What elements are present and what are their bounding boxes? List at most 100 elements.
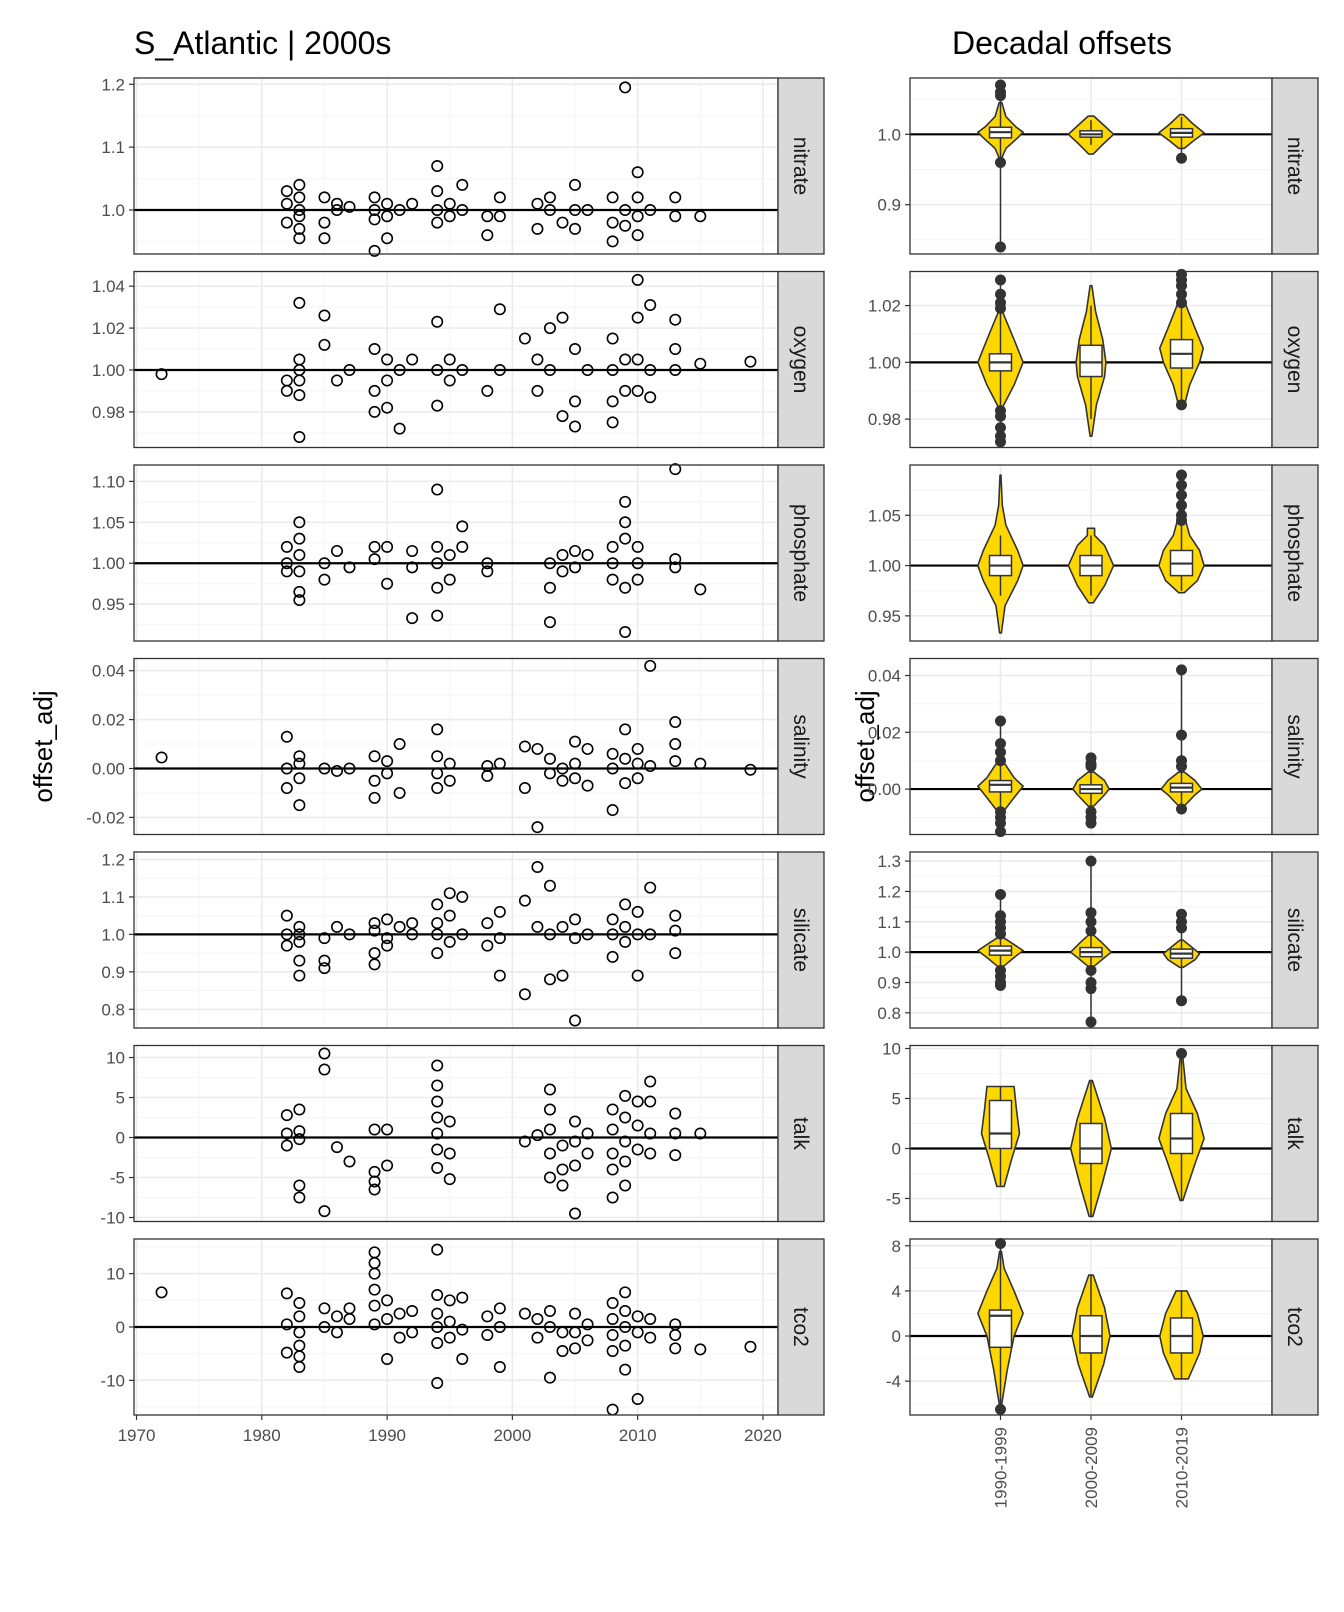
- scatter-point: [543, 557, 556, 570]
- scatter-oxygen-y-tick-label: 1.00: [92, 361, 125, 380]
- scatter-point: [280, 1287, 293, 1300]
- scatter-point: [293, 1179, 306, 1192]
- scatter-point: [606, 1329, 619, 1342]
- scatter-tco2-facet-label: tco2: [789, 1307, 812, 1347]
- scatter-silicate-y-tick-label: 1.2: [101, 850, 125, 869]
- violin-outlier: [1176, 489, 1187, 501]
- scatter-point: [543, 879, 556, 892]
- scatter-point: [606, 1163, 619, 1176]
- scatter-phosphate-y-tick-label: 1.05: [92, 513, 125, 532]
- scatter-point: [431, 399, 444, 412]
- scatter-point: [280, 384, 293, 397]
- scatter-point: [669, 343, 682, 356]
- scatter-point: [368, 1299, 381, 1312]
- violin-box: [988, 779, 1013, 793]
- scatter-point: [606, 1313, 619, 1326]
- scatter-point: [381, 767, 394, 780]
- scatter-point: [393, 920, 406, 933]
- scatter-point: [556, 216, 569, 229]
- scatter-point: [669, 1329, 682, 1342]
- violin-outlier: [1085, 916, 1097, 928]
- scatter-nitrate-y-tick-label: 1.1: [101, 138, 125, 157]
- scatter-point: [543, 363, 556, 376]
- scatter-point: [569, 1207, 582, 1220]
- scatter-point: [343, 1155, 356, 1168]
- scatter-point: [631, 969, 644, 982]
- scatter-point: [531, 1129, 544, 1142]
- scatter-point: [619, 353, 632, 366]
- scatter-point: [443, 374, 456, 387]
- scatter-point: [569, 222, 582, 235]
- scatter-point: [431, 1059, 444, 1072]
- scatter-point: [293, 1133, 306, 1146]
- scatter-point: [318, 216, 331, 229]
- scatter-point: [619, 384, 632, 397]
- scatter-point: [293, 178, 306, 191]
- scatter-point: [744, 355, 757, 368]
- scatter-point: [381, 1123, 394, 1136]
- scatter-salinity-facet-label: salinity: [789, 714, 812, 779]
- scatter-point: [431, 1127, 444, 1140]
- scatter-point: [443, 353, 456, 366]
- violin-outlier: [995, 826, 1006, 838]
- violin-oxygen-facet-label: oxygen: [1283, 326, 1306, 394]
- violin-silicate-y-tick-label: 1.2: [877, 882, 901, 901]
- violin-silicate-y-tick-label: 1.3: [877, 852, 901, 871]
- scatter-point: [393, 204, 406, 217]
- scatter-point: [581, 742, 594, 755]
- scatter-point: [431, 917, 444, 930]
- scatter-point: [381, 913, 394, 926]
- violin-nitrate-facet-strip: [1271, 77, 1319, 255]
- violin-nitrate-facet-label: nitrate: [1283, 137, 1306, 195]
- scatter-point: [619, 1363, 632, 1376]
- left-y-axis-label: offset_adj: [28, 690, 58, 802]
- x-axis-tick-label: 1990: [368, 1426, 406, 1445]
- scatter-point: [406, 353, 419, 366]
- scatter-point: [569, 1326, 582, 1339]
- scatter-point: [569, 420, 582, 433]
- scatter-point: [431, 160, 444, 173]
- scatter-point: [293, 1310, 306, 1323]
- scatter-point: [381, 210, 394, 223]
- violin-oxygen-y-tick-label: 1.02: [868, 297, 901, 316]
- scatter-point: [543, 1147, 556, 1160]
- scatter-point: [481, 384, 494, 397]
- scatter-point: [318, 762, 331, 775]
- scatter-point: [293, 1297, 306, 1310]
- violin-nitrate-y-tick-label: 0.9: [877, 196, 901, 215]
- scatter-point: [381, 939, 394, 952]
- scatter-point: [368, 540, 381, 553]
- scatter-point: [381, 540, 394, 553]
- scatter-point: [543, 191, 556, 204]
- scatter-point: [581, 1334, 594, 1347]
- violin-outlier: [995, 738, 1006, 750]
- violin-tco2-y-tick-label: 0: [892, 1327, 901, 1346]
- scatter-point: [619, 1321, 632, 1334]
- violin-outlier: [1176, 729, 1187, 741]
- scatter-point: [368, 1175, 381, 1188]
- violin-salinity-y-tick-label: 0.02: [868, 723, 901, 742]
- scatter-point: [493, 1321, 506, 1334]
- scatter-point: [694, 210, 707, 223]
- scatter-point: [481, 1310, 494, 1323]
- scatter-point: [318, 573, 331, 586]
- scatter-point: [280, 565, 293, 578]
- scatter-point: [581, 1127, 594, 1140]
- violin-silicate-facet-label: silicate: [1283, 908, 1306, 972]
- scatter-point: [293, 594, 306, 607]
- scatter-point: [431, 204, 444, 217]
- scatter-point: [606, 235, 619, 248]
- violin-outlier: [995, 422, 1006, 434]
- violin-oxygen-y-tick-label: 1.00: [868, 353, 901, 372]
- violin-outlier: [1085, 855, 1097, 867]
- scatter-point: [619, 204, 632, 217]
- scatter-salinity-panel-border: [133, 657, 779, 836]
- scatter-point: [381, 374, 394, 387]
- scatter-point: [669, 210, 682, 223]
- scatter-point: [293, 585, 306, 598]
- scatter-point: [481, 210, 494, 223]
- scatter-point: [280, 730, 293, 743]
- scatter-point: [556, 1326, 569, 1339]
- scatter-point: [293, 935, 306, 948]
- scatter-point: [368, 917, 381, 930]
